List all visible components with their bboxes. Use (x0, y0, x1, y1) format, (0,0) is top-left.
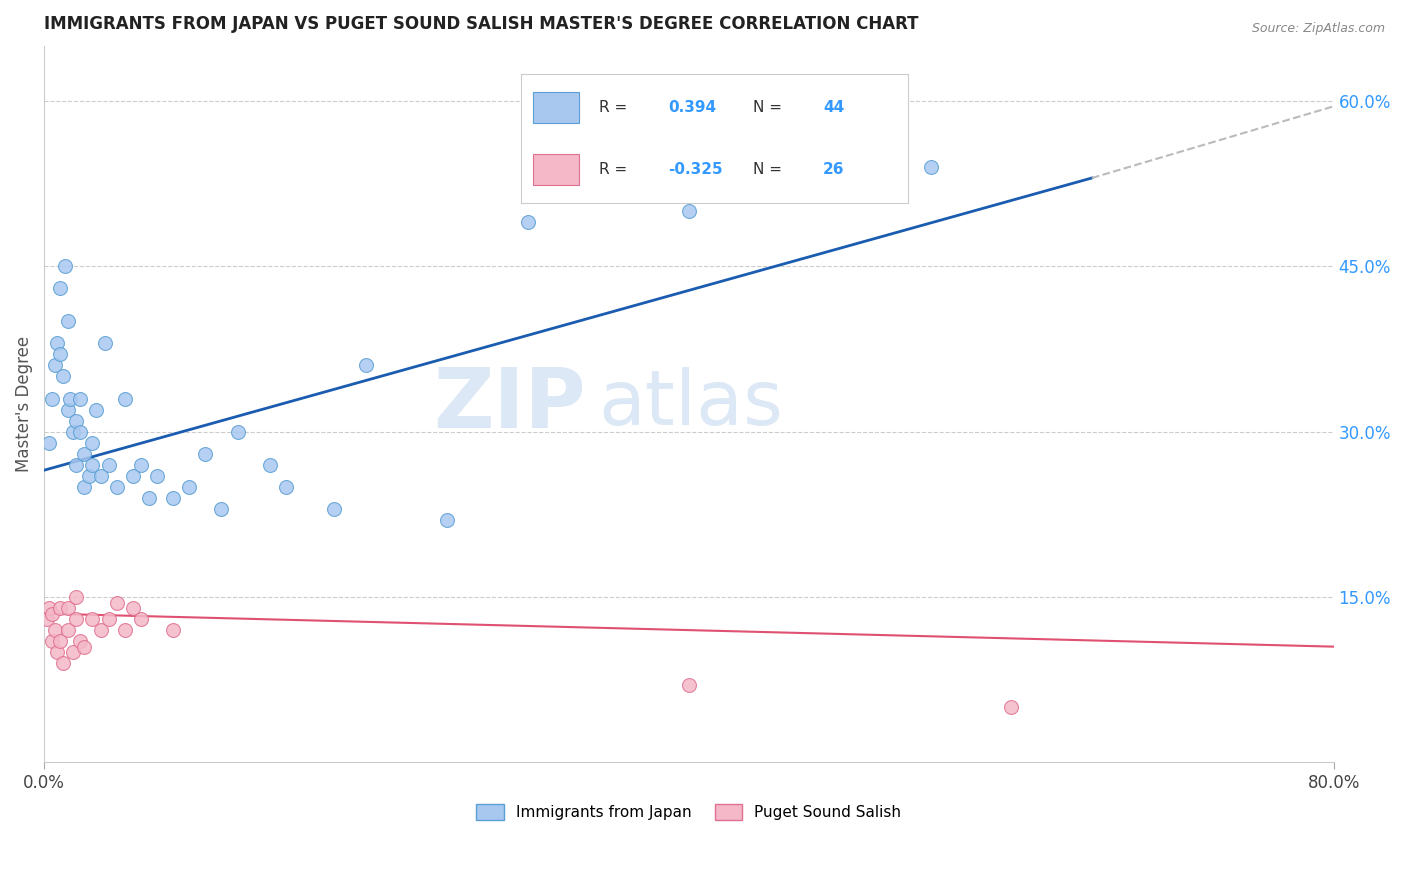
Point (138, 491, 160, 505)
Point (69, 634, 91, 648)
Point (41, 634, 63, 648)
Point (226, 425, 249, 439)
Text: ZIP: ZIP (433, 364, 586, 444)
Point (65, 414, 87, 428)
Point (105, 480, 128, 494)
Point (52, 369, 75, 384)
Point (65, 590, 87, 604)
Point (58, 623, 80, 637)
Point (179, 480, 201, 494)
Point (129, 612, 152, 626)
Point (65, 458, 87, 472)
Point (356, 359, 378, 373)
Point (53, 259, 76, 273)
Point (41, 392, 63, 406)
Point (114, 392, 136, 406)
Point (89, 468, 111, 483)
Point (82, 612, 104, 626)
Point (82, 458, 104, 472)
Point (121, 468, 143, 483)
Point (44, 623, 66, 637)
Point (920, 160, 942, 174)
Point (69, 425, 91, 439)
Point (59, 392, 82, 406)
Point (129, 458, 152, 472)
Point (38, 435, 60, 450)
Point (58, 314, 80, 328)
Point (37, 612, 59, 626)
Point (209, 501, 232, 516)
Point (162, 623, 184, 637)
Point (58, 402, 80, 417)
Point (259, 458, 281, 472)
Text: atlas: atlas (599, 367, 783, 441)
Point (274, 480, 297, 494)
Point (678, 204, 700, 219)
Point (77, 468, 100, 483)
Point (1000, 700, 1022, 714)
Point (65, 612, 87, 626)
Point (516, 215, 538, 229)
Point (146, 468, 169, 483)
Point (38, 601, 60, 615)
Point (678, 678, 700, 692)
Point (436, 513, 458, 527)
Point (121, 601, 143, 615)
Point (41, 607, 63, 621)
Point (84, 402, 107, 417)
Point (49, 281, 72, 295)
Point (49, 601, 72, 615)
Point (194, 447, 217, 461)
Point (62, 645, 84, 659)
Point (58, 601, 80, 615)
Point (49, 634, 72, 648)
Y-axis label: Master's Degree: Master's Degree (15, 336, 32, 472)
Point (114, 623, 136, 637)
Text: Source: ZipAtlas.com: Source: ZipAtlas.com (1251, 22, 1385, 36)
Point (73, 480, 96, 494)
Point (82, 435, 104, 450)
Point (105, 595, 128, 609)
Text: IMMIGRANTS FROM JAPAN VS PUGET SOUND SALISH MASTER'S DEGREE CORRELATION CHART: IMMIGRANTS FROM JAPAN VS PUGET SOUND SAL… (44, 15, 918, 33)
Point (73, 640, 96, 654)
Legend: Immigrants from Japan, Puget Sound Salish: Immigrants from Japan, Puget Sound Salis… (470, 798, 907, 827)
Point (97, 458, 120, 472)
Point (46, 336, 69, 351)
Point (162, 491, 184, 505)
Point (46, 645, 69, 659)
Point (89, 623, 111, 637)
Point (44, 359, 66, 373)
Point (49, 347, 72, 361)
Point (52, 656, 75, 670)
Point (323, 501, 346, 516)
Point (62, 425, 84, 439)
Point (97, 612, 120, 626)
Point (73, 447, 96, 461)
Point (69, 392, 91, 406)
Point (94, 336, 117, 351)
